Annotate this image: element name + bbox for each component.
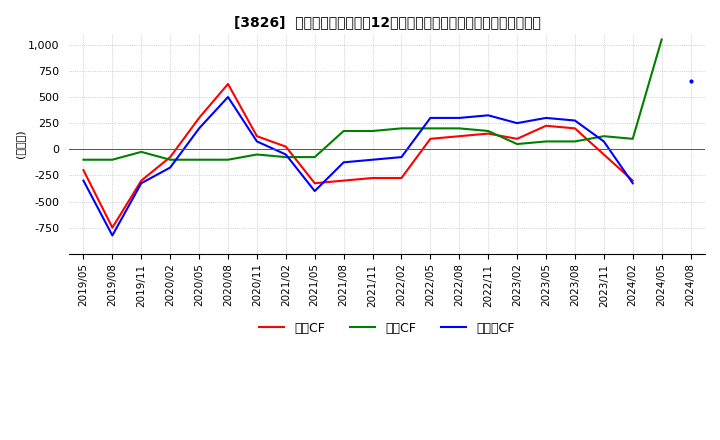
- フリーCF: [397, 154, 406, 160]
- 営業CF: [253, 134, 261, 139]
- 投資CF: [397, 126, 406, 131]
- 営業CF: [397, 176, 406, 181]
- Title: [3826]  キャッシュフローの12か月移動合計の対前年同期増減額の推移: [3826] キャッシュフローの12か月移動合計の対前年同期増減額の推移: [233, 15, 541, 29]
- フリーCF: [79, 178, 88, 183]
- フリーCF: [166, 165, 174, 170]
- フリーCF: [629, 180, 637, 186]
- 投資CF: [657, 37, 666, 42]
- 投資CF: [108, 157, 117, 162]
- 営業CF: [484, 131, 492, 136]
- 営業CF: [108, 225, 117, 230]
- 営業CF: [224, 81, 233, 87]
- 投資CF: [310, 154, 319, 160]
- 投資CF: [137, 149, 145, 154]
- 投資CF: [224, 157, 233, 162]
- 営業CF: [339, 178, 348, 183]
- フリーCF: [484, 113, 492, 118]
- 営業CF: [282, 144, 290, 149]
- 投資CF: [79, 157, 88, 162]
- 投資CF: [513, 141, 521, 147]
- 営業CF: [600, 152, 608, 157]
- フリーCF: [339, 160, 348, 165]
- 営業CF: [137, 178, 145, 183]
- 投資CF: [368, 128, 377, 134]
- 営業CF: [310, 180, 319, 186]
- フリーCF: [455, 115, 464, 121]
- 投資CF: [484, 128, 492, 134]
- フリーCF: [310, 188, 319, 194]
- Line: フリーCF: フリーCF: [84, 97, 633, 235]
- 営業CF: [455, 134, 464, 139]
- 営業CF: [513, 136, 521, 141]
- Line: 営業CF: 営業CF: [84, 84, 633, 227]
- フリーCF: [108, 233, 117, 238]
- フリーCF: [282, 152, 290, 157]
- 投資CF: [253, 152, 261, 157]
- 投資CF: [282, 154, 290, 160]
- 営業CF: [629, 178, 637, 183]
- 投資CF: [426, 126, 435, 131]
- 投資CF: [629, 136, 637, 141]
- 営業CF: [426, 136, 435, 141]
- 投資CF: [166, 157, 174, 162]
- 投資CF: [195, 157, 204, 162]
- 営業CF: [368, 176, 377, 181]
- フリーCF: [426, 115, 435, 121]
- 営業CF: [195, 115, 204, 121]
- 投資CF: [339, 128, 348, 134]
- フリーCF: [137, 180, 145, 186]
- Y-axis label: (百万円): (百万円): [15, 130, 25, 158]
- フリーCF: [195, 126, 204, 131]
- 営業CF: [166, 154, 174, 160]
- 投資CF: [541, 139, 550, 144]
- Line: 投資CF: 投資CF: [84, 40, 662, 160]
- フリーCF: [541, 115, 550, 121]
- 投資CF: [455, 126, 464, 131]
- フリーCF: [253, 139, 261, 144]
- フリーCF: [513, 121, 521, 126]
- フリーCF: [224, 95, 233, 100]
- 投資CF: [570, 139, 579, 144]
- 営業CF: [541, 123, 550, 128]
- フリーCF: [368, 157, 377, 162]
- 営業CF: [570, 126, 579, 131]
- フリーCF: [570, 118, 579, 123]
- 投資CF: [600, 134, 608, 139]
- Legend: 営業CF, 投資CF, フリーCF: 営業CF, 投資CF, フリーCF: [254, 317, 520, 340]
- フリーCF: [600, 139, 608, 144]
- 営業CF: [79, 168, 88, 173]
